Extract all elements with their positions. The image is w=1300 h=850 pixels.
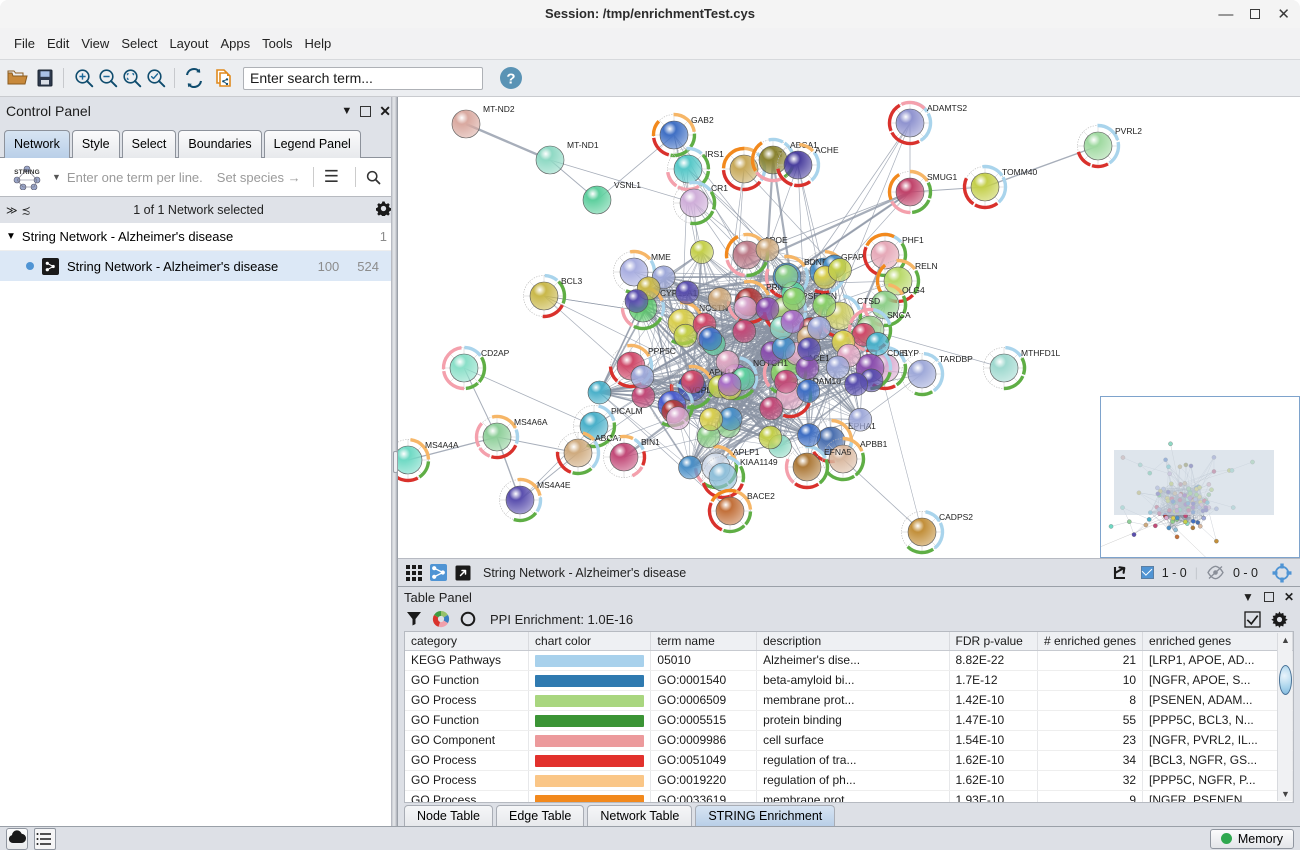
svg-text:TOMM40: TOMM40 [1002, 167, 1038, 177]
svg-text:BIN1: BIN1 [641, 437, 660, 447]
svg-text:ADAMTS2: ADAMTS2 [927, 103, 967, 113]
svg-text:SMUG1: SMUG1 [927, 172, 958, 182]
svg-text:APBB1: APBB1 [860, 439, 888, 449]
svg-text:OLG4: OLG4 [902, 285, 925, 295]
svg-text:CTSD: CTSD [857, 296, 880, 306]
svg-text:GAB2: GAB2 [691, 115, 714, 125]
svg-text:?: ? [506, 70, 515, 87]
svg-text:MME: MME [651, 252, 671, 262]
svg-text:MS4A4E: MS4A4E [537, 480, 571, 490]
svg-text:MS4A4A: MS4A4A [425, 440, 459, 450]
svg-text:CD81: CD81 [887, 348, 909, 358]
svg-text:MTHFD1L: MTHFD1L [1021, 348, 1060, 358]
svg-text:CR1: CR1 [711, 183, 728, 193]
svg-text:ACHE: ACHE [815, 145, 839, 155]
svg-text:EFNA5: EFNA5 [824, 447, 852, 457]
svg-text:ABCA7: ABCA7 [595, 433, 623, 443]
svg-text:VSNL1: VSNL1 [614, 180, 641, 190]
svg-text:CD2AP: CD2AP [481, 348, 510, 358]
svg-text:MS4A6A: MS4A6A [514, 417, 548, 427]
svg-text:TARDBP: TARDBP [939, 354, 973, 364]
svg-text:CADPS2: CADPS2 [939, 512, 973, 522]
svg-text:RELN: RELN [915, 261, 938, 271]
svg-text:PICALM: PICALM [611, 406, 643, 416]
svg-text:KIAA1149: KIAA1149 [740, 457, 778, 467]
svg-text:PPP5C: PPP5C [648, 346, 676, 356]
svg-text:IRS1: IRS1 [705, 149, 724, 159]
svg-text:MT-ND1: MT-ND1 [567, 140, 599, 150]
svg-text:SNCA: SNCA [887, 310, 911, 320]
svg-text:MT-ND2: MT-ND2 [483, 104, 515, 114]
svg-text:BCL3: BCL3 [561, 276, 583, 286]
svg-text:PVRL2: PVRL2 [1115, 126, 1142, 136]
svg-text:BACE2: BACE2 [747, 491, 775, 501]
svg-text:APLP1: APLP1 [733, 447, 760, 457]
svg-text:PHF1: PHF1 [902, 235, 924, 245]
